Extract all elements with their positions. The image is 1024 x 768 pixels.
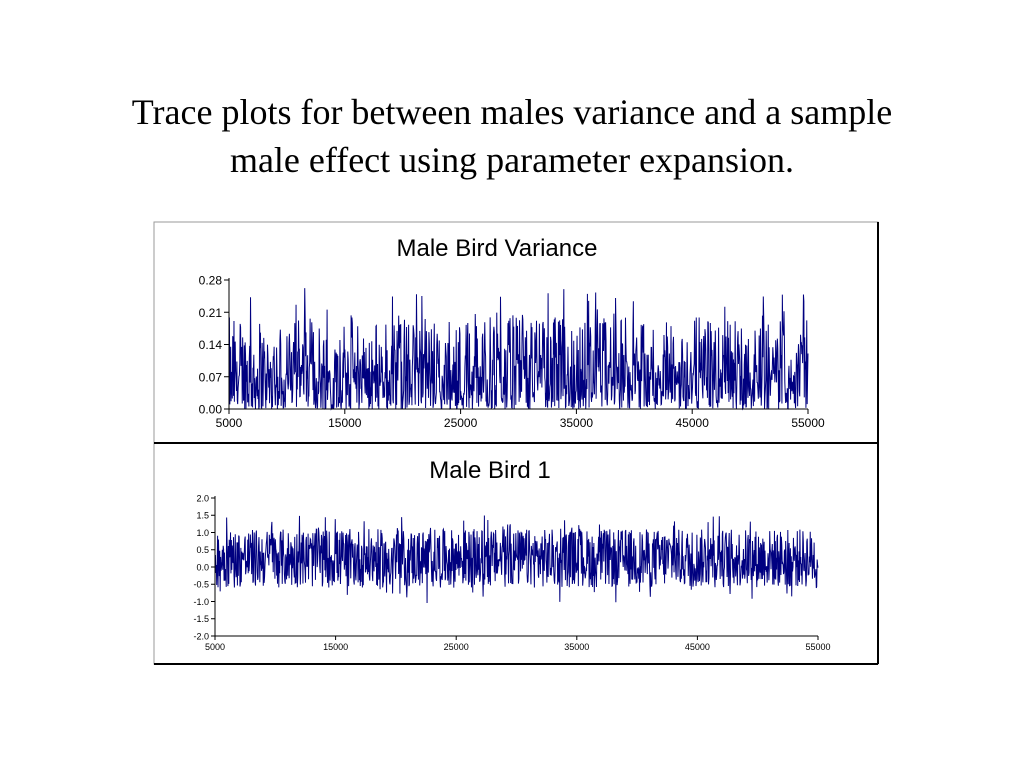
y-tick-label: 1.5 (196, 511, 209, 521)
y-tick-label: 1.0 (196, 528, 209, 538)
figure-frame (153, 221, 879, 665)
y-tick-label: -0.5 (193, 580, 209, 590)
chart-male-bird-variance: Male Bird Variance 0.00 0.07 0.14 0.21 0.28 50… (199, 235, 825, 430)
slide-title: Trace plots for between males variance a… (62, 88, 962, 184)
y-tick-label: 2.0 (196, 493, 209, 503)
x-tick-label: 35000 (564, 642, 589, 652)
y-tick-label: 0.14 (199, 338, 223, 352)
chart-male-bird-1: Male Bird 1 2.0 1.5 1.0 0.5 0.0 -0.5 -1.0 -1.5 -2… (193, 457, 830, 652)
y-tick-label: -2.0 (193, 631, 209, 641)
x-tick-label: 55000 (791, 416, 825, 430)
y-tick-label: -1.5 (193, 614, 209, 624)
y-tick-label: 0.28 (199, 274, 223, 288)
trace-series-line (214, 515, 819, 604)
y-tick-label: 0.21 (199, 306, 223, 320)
chart-title: Male Bird 1 (429, 457, 550, 484)
x-tick-label: 15000 (323, 642, 348, 652)
x-tick-label: 55000 (805, 642, 830, 652)
y-tick-label: 0.07 (199, 370, 223, 384)
x-tick-label: 35000 (560, 416, 594, 430)
slide-title-line-2: male effect using parameter expansion. (229, 140, 795, 180)
x-tick-label: 25000 (444, 642, 469, 652)
x-tick-label: 15000 (328, 416, 362, 430)
slide-title-line-1: Trace plots for between males variance a… (131, 92, 893, 132)
x-tick-label: 25000 (444, 416, 478, 430)
y-tick-label: 0.00 (199, 403, 223, 417)
x-tick-label: 45000 (685, 642, 710, 652)
x-tick-label: 5000 (205, 642, 225, 652)
y-tick-label: 0.0 (196, 562, 209, 572)
y-tick-label: -1.0 (193, 597, 209, 607)
y-tick-label: 0.5 (196, 545, 209, 555)
x-tick-label: 45000 (676, 416, 710, 430)
chart-title: Male Bird Variance (397, 235, 598, 262)
x-tick-label: 5000 (216, 416, 243, 430)
